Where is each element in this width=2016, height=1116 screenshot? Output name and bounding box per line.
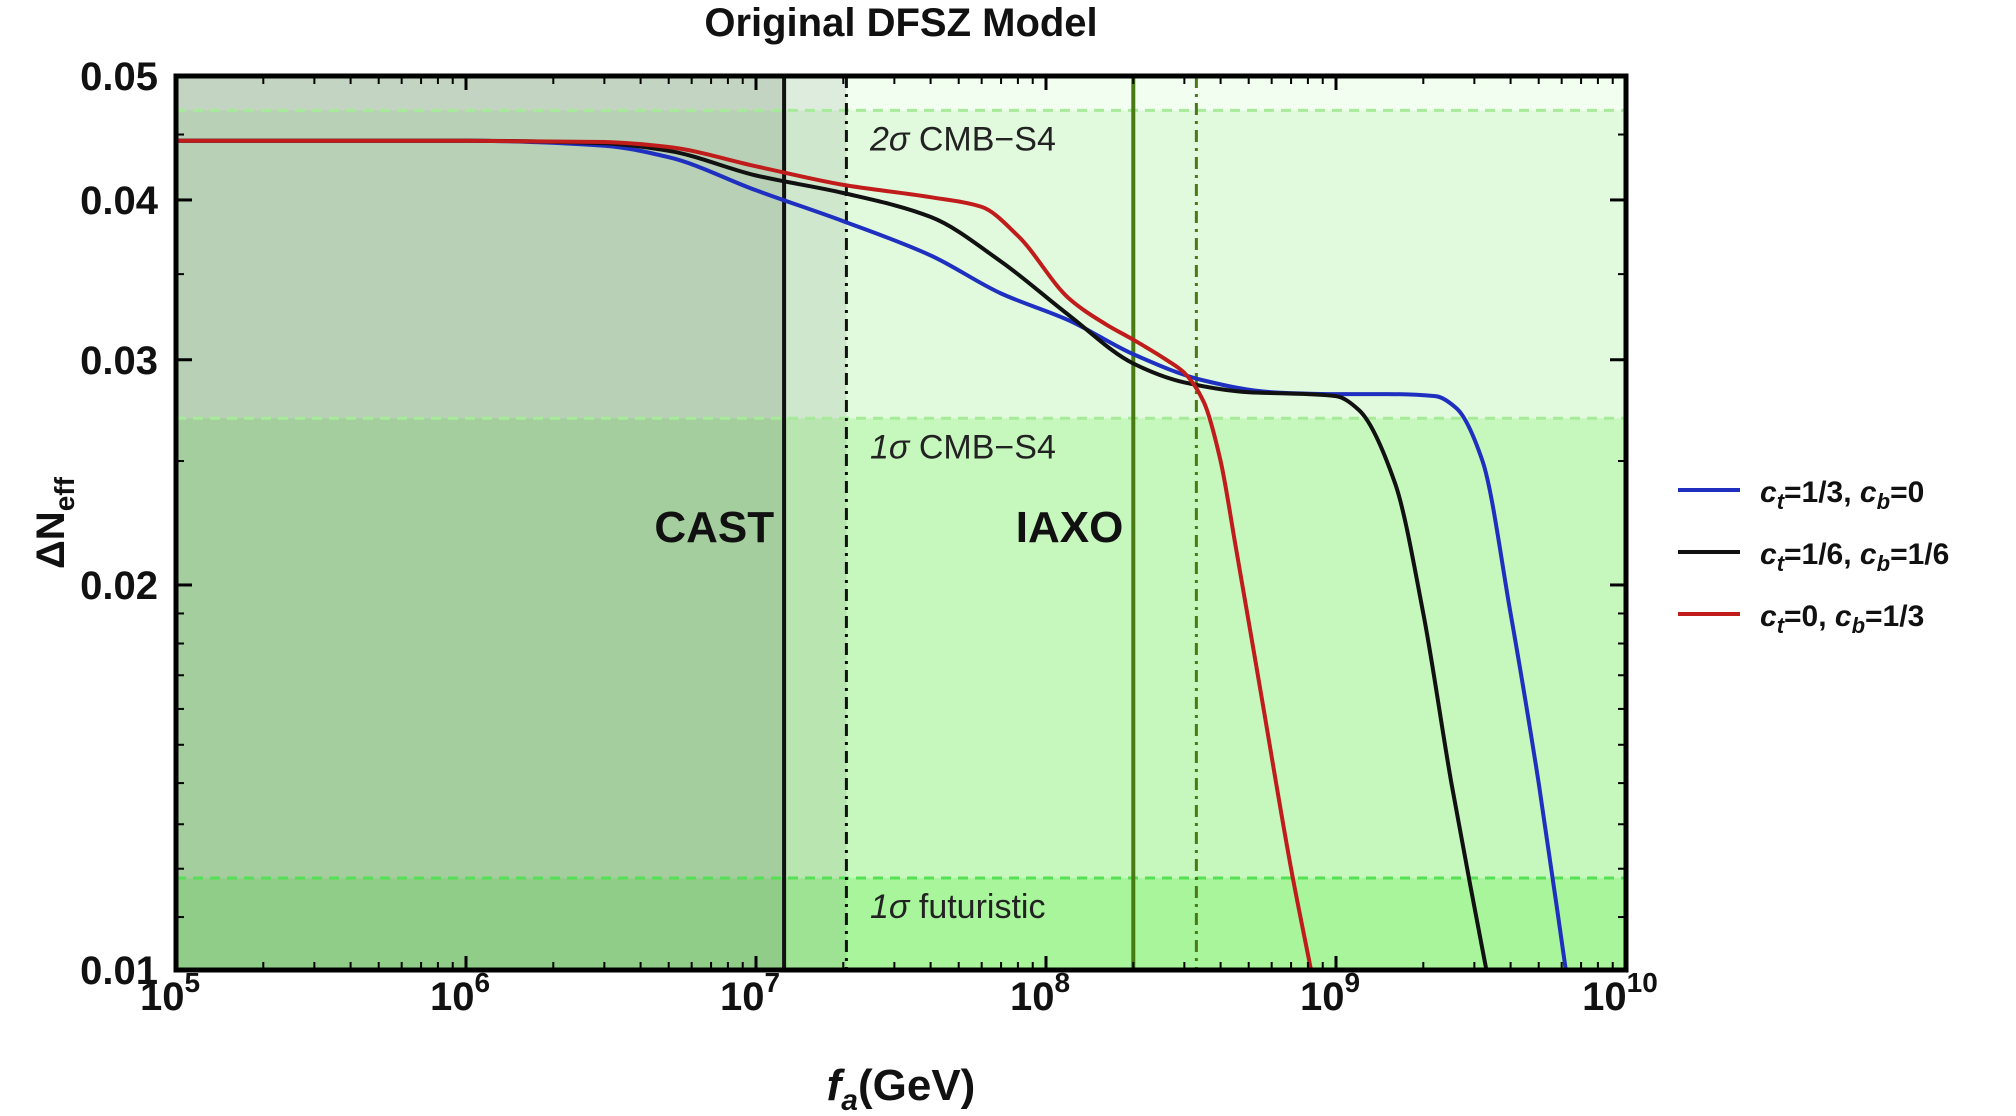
y-tick-label-2: 0.03 (80, 339, 158, 383)
excluded-region-0 (176, 76, 785, 970)
y-axis-label: ΔNeff (29, 476, 80, 569)
bound-label-2: IAXO (1016, 503, 1124, 552)
series-line-2 (176, 138, 1313, 970)
x-axis-label: fa(GeV) (827, 1061, 976, 1116)
excluded-region-1 (784, 76, 847, 970)
y-tick-label-4: 0.05 (80, 55, 158, 99)
legend-label-1: ct=1/6, cb=1/6 (1760, 538, 1949, 576)
x-tick-label-2: 107 (720, 967, 780, 1019)
x-tick-label-1: 106 (430, 967, 490, 1019)
sensitivity-label-2: 1σ futuristic (870, 888, 1045, 926)
series-line-0 (176, 138, 1568, 970)
series-line-1 (176, 138, 1489, 970)
y-tick-label-3: 0.04 (80, 179, 159, 223)
band-3 (176, 878, 1626, 970)
bound-label-0: CAST (654, 503, 774, 552)
band-2 (176, 418, 1626, 879)
plot-frame (173, 73, 1629, 973)
x-tick-label-4: 109 (1300, 967, 1360, 1019)
legend-label-0: ct=1/3, cb=0 (1760, 476, 1924, 514)
sensitivity-label-1: 1σ CMB−S4 (870, 428, 1056, 466)
x-tick-label-3: 108 (1010, 967, 1070, 1019)
x-tick-label-5: 1010 (1582, 967, 1658, 1019)
band-1 (176, 110, 1626, 419)
y-tick-label-1: 0.02 (80, 564, 158, 608)
x-tick-label-0: 105 (140, 967, 200, 1019)
y-tick-label-0: 0.01 (80, 949, 158, 993)
band-0 (176, 76, 1626, 111)
legend-label-2: ct=0, cb=1/3 (1760, 600, 1924, 638)
sensitivity-label-0: 2σ CMB−S4 (869, 120, 1056, 158)
chart-title: Original DFSZ Model (704, 1, 1097, 45)
legend: ct=1/3, cb=0 ct=1/6, cb=1/6 ct=0, cb=1/3 (1678, 476, 1949, 638)
